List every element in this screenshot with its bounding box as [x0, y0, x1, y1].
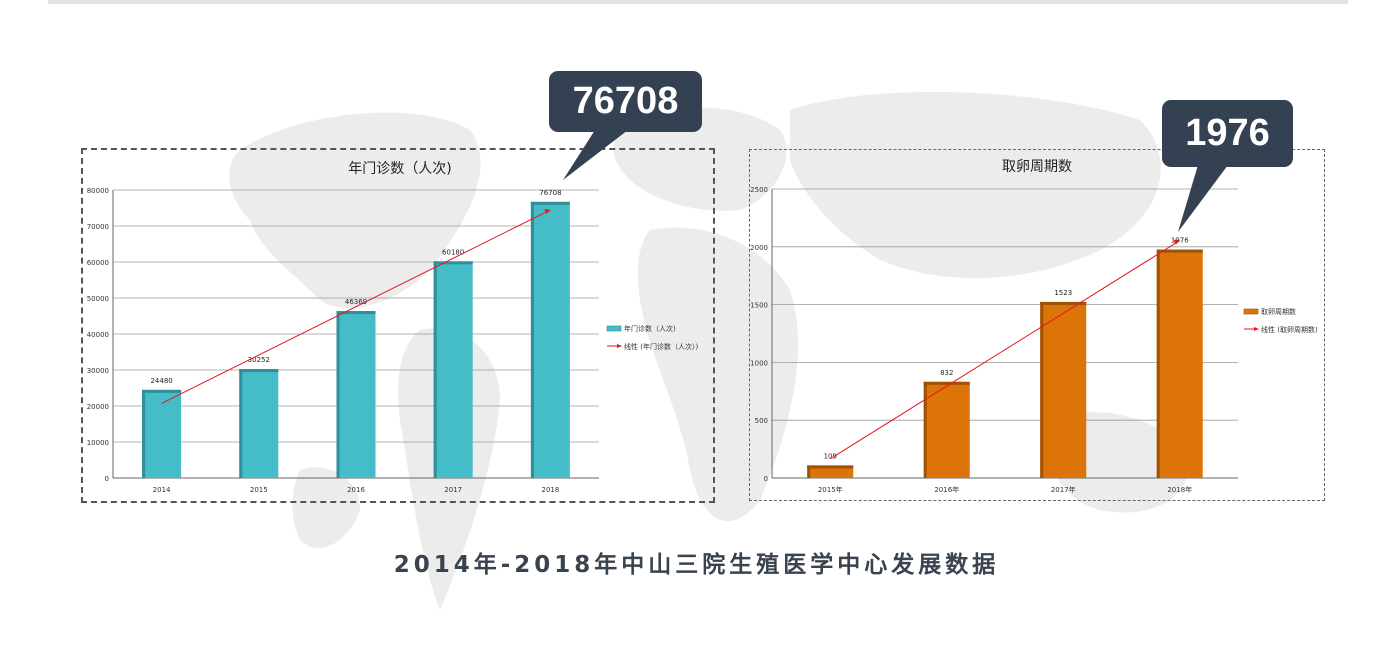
data-label: 109	[824, 452, 837, 460]
chart-title: 年门诊数（人次)	[348, 161, 451, 177]
bar-shade	[336, 311, 340, 478]
page-caption: 2014年-2018年中山三院生殖医学中心发展数据	[393, 552, 1000, 578]
bar	[923, 381, 970, 478]
bar-cap	[1040, 301, 1087, 305]
y-tick-label: 1500	[750, 302, 768, 310]
data-label: 46369	[345, 298, 367, 306]
chart-title: 取卵周期数	[1002, 159, 1072, 175]
legend-trend-arrow	[617, 344, 622, 348]
chart-annual-outpatient-svg: 年门诊数（人次) 0 10000 20000 30000 40000 50000 60000…	[87, 161, 699, 494]
bar	[1040, 301, 1087, 478]
bar-cap	[1156, 249, 1203, 253]
y-tick-label: 1000	[750, 359, 768, 367]
y-tick-label: 2500	[750, 186, 768, 194]
data-label: 24480	[150, 377, 172, 385]
bar-cap	[142, 389, 182, 393]
bar-shade	[433, 261, 437, 478]
x-tick-label: 2015年	[818, 485, 843, 494]
y-tick-label: 30000	[87, 367, 109, 375]
y-tick-label: 10000	[87, 439, 109, 447]
bar-shade	[923, 381, 927, 478]
bar-shade	[1156, 249, 1160, 478]
bar-cap	[336, 311, 376, 315]
legend-swatch-series	[606, 325, 622, 332]
bar-cap	[530, 201, 570, 205]
bar-cap	[239, 369, 279, 373]
bar	[142, 389, 182, 478]
y-tick-label: 50000	[87, 295, 109, 303]
y-tick-label: 0	[764, 475, 768, 483]
bar	[530, 201, 570, 478]
y-tick-label: 20000	[87, 403, 109, 411]
top-divider	[48, 0, 1348, 4]
bar	[433, 261, 473, 478]
trendline	[161, 209, 551, 404]
bar	[807, 465, 854, 478]
x-tick-label: 2015	[250, 486, 268, 494]
callout-value: 76708	[549, 71, 702, 132]
x-tick-label: 2016	[347, 486, 365, 494]
bar-shade	[142, 389, 146, 478]
x-tick-label: 2014	[153, 486, 171, 494]
y-tick-label: 0	[105, 475, 109, 483]
bar	[1156, 249, 1203, 478]
legend-label-series: 取卵周期数	[1261, 307, 1296, 316]
bar-shade	[530, 201, 534, 478]
data-label: 60180	[442, 248, 464, 256]
legend-label-trend: 线性 (取卵周期数)	[1261, 325, 1318, 334]
y-tick-label: 40000	[87, 331, 109, 339]
bar-cap	[807, 465, 854, 469]
bar-shade	[1040, 301, 1044, 478]
data-label: 832	[940, 369, 953, 377]
bar-shade	[807, 465, 811, 478]
x-tick-label: 2017年	[1051, 485, 1076, 494]
legend-label-trend: 线性 (年门诊数（人次）)	[624, 342, 698, 351]
trendline	[829, 240, 1181, 460]
bar-shade	[239, 369, 243, 478]
data-label: 1523	[1054, 289, 1072, 297]
bar	[239, 369, 279, 478]
x-tick-label: 2018	[541, 486, 559, 494]
x-tick-label: 2016年	[934, 485, 959, 494]
trendline-arrow	[1173, 239, 1180, 245]
data-label: 1976	[1171, 237, 1189, 245]
bar-cap	[923, 381, 970, 385]
y-tick-label: 60000	[87, 259, 109, 267]
x-tick-label: 2017	[444, 486, 462, 494]
chart-annual-outpatient: 年门诊数（人次) 0 10000 20000 30000 40000 50000 60000…	[81, 148, 715, 503]
trendline-arrow	[544, 208, 551, 214]
legend-swatch-series	[1243, 308, 1259, 315]
y-tick-label: 80000	[87, 187, 109, 195]
bar	[336, 311, 376, 478]
chart-egg-retrieval-cycles: 取卵周期数 0 500 1000 1500 2000 2500 109 2015年 832 201…	[749, 149, 1325, 501]
data-label: 30252	[248, 356, 270, 364]
legend-label-series: 年门诊数（人次)	[624, 324, 676, 333]
y-tick-label: 70000	[87, 223, 109, 231]
chart-egg-retrieval-cycles-svg: 取卵周期数 0 500 1000 1500 2000 2500 109 2015年 832 201…	[750, 159, 1318, 494]
y-tick-label: 2000	[750, 244, 768, 252]
x-tick-label: 2018年	[1167, 485, 1192, 494]
callout-value: 1976	[1162, 100, 1293, 167]
data-label: 76708	[539, 189, 561, 197]
bar-cap	[433, 261, 473, 265]
legend-trend-arrow	[1254, 327, 1259, 331]
y-tick-label: 500	[755, 417, 768, 425]
